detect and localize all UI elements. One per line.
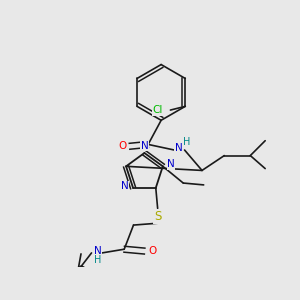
Text: H: H — [184, 137, 191, 147]
Text: H: H — [94, 255, 101, 266]
Text: Cl: Cl — [152, 105, 163, 115]
Text: N: N — [141, 140, 148, 151]
Text: N: N — [121, 181, 129, 191]
Text: N: N — [167, 160, 175, 170]
Text: N: N — [94, 246, 101, 256]
Text: S: S — [154, 210, 161, 223]
Text: O: O — [118, 141, 126, 151]
Text: N: N — [175, 143, 182, 153]
Text: O: O — [148, 246, 156, 256]
